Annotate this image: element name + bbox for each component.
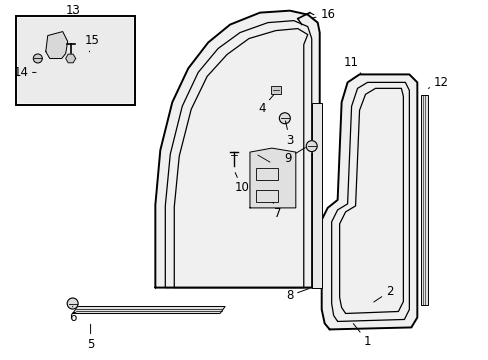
Text: 15: 15 <box>85 34 100 52</box>
Text: 8: 8 <box>285 288 308 302</box>
Text: 14: 14 <box>13 66 36 79</box>
Text: 3: 3 <box>285 121 293 147</box>
Text: 1: 1 <box>353 324 370 348</box>
Circle shape <box>33 54 42 63</box>
Text: 11: 11 <box>344 56 361 75</box>
Text: 5: 5 <box>87 324 94 351</box>
Circle shape <box>305 141 317 152</box>
Bar <box>270 86 280 94</box>
Bar <box>421 95 427 305</box>
Text: 12: 12 <box>427 76 448 89</box>
Bar <box>16 15 135 105</box>
Polygon shape <box>321 75 416 329</box>
Text: 4: 4 <box>258 94 273 115</box>
Bar <box>311 103 321 288</box>
Polygon shape <box>46 32 67 58</box>
Text: 16: 16 <box>312 8 334 21</box>
Bar <box>255 168 277 180</box>
Circle shape <box>67 298 78 309</box>
Bar <box>255 190 277 202</box>
Text: 13: 13 <box>65 4 80 17</box>
Circle shape <box>279 113 290 124</box>
Text: 9: 9 <box>284 148 305 165</box>
Text: 10: 10 <box>234 172 249 194</box>
Polygon shape <box>249 148 295 208</box>
Text: 7: 7 <box>272 202 281 220</box>
Polygon shape <box>73 306 224 314</box>
Bar <box>18 18 133 103</box>
Text: 6: 6 <box>69 306 76 324</box>
Text: 2: 2 <box>373 285 392 302</box>
Polygon shape <box>65 54 76 63</box>
Polygon shape <box>155 11 319 288</box>
